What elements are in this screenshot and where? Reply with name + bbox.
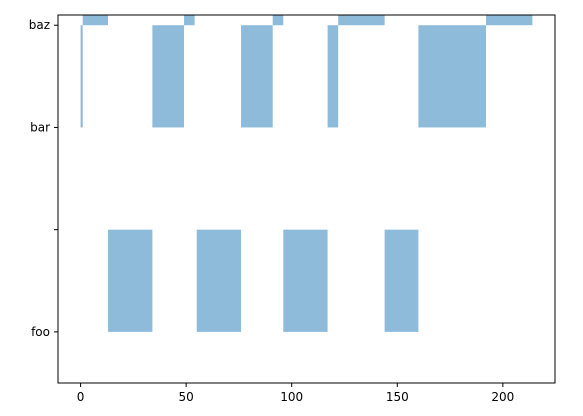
bar-4	[80, 25, 83, 128]
plot-area	[57, 14, 556, 384]
y-tick-label-2: bar	[30, 120, 50, 134]
y-tick-label-3: baz	[29, 18, 50, 32]
x-tick-label-2: 100	[280, 390, 303, 404]
bar-10	[184, 15, 195, 26]
axes-frame	[57, 14, 556, 384]
x-tick-label-0: 0	[77, 390, 85, 404]
bar-0	[108, 229, 153, 332]
bar-7	[327, 25, 339, 128]
x-tick-label-1: 50	[179, 390, 194, 404]
y-tick-label-0: foo	[31, 325, 50, 339]
bar-1	[196, 229, 242, 332]
bar-8	[418, 25, 486, 128]
x-tick-label-4: 200	[491, 390, 514, 404]
x-tick-label-3: 150	[386, 390, 409, 404]
bar-9	[82, 15, 109, 26]
bar-2	[283, 229, 328, 332]
x-axis: 0 50 100 150 200	[77, 383, 514, 404]
bar-6	[241, 25, 273, 128]
bar-5	[152, 25, 185, 128]
bar-13	[485, 15, 533, 26]
bar-12	[338, 15, 385, 26]
bar-3	[384, 229, 419, 332]
bars	[80, 15, 533, 332]
y-axis: foo bar baz	[29, 18, 58, 339]
bar-11	[272, 15, 284, 26]
